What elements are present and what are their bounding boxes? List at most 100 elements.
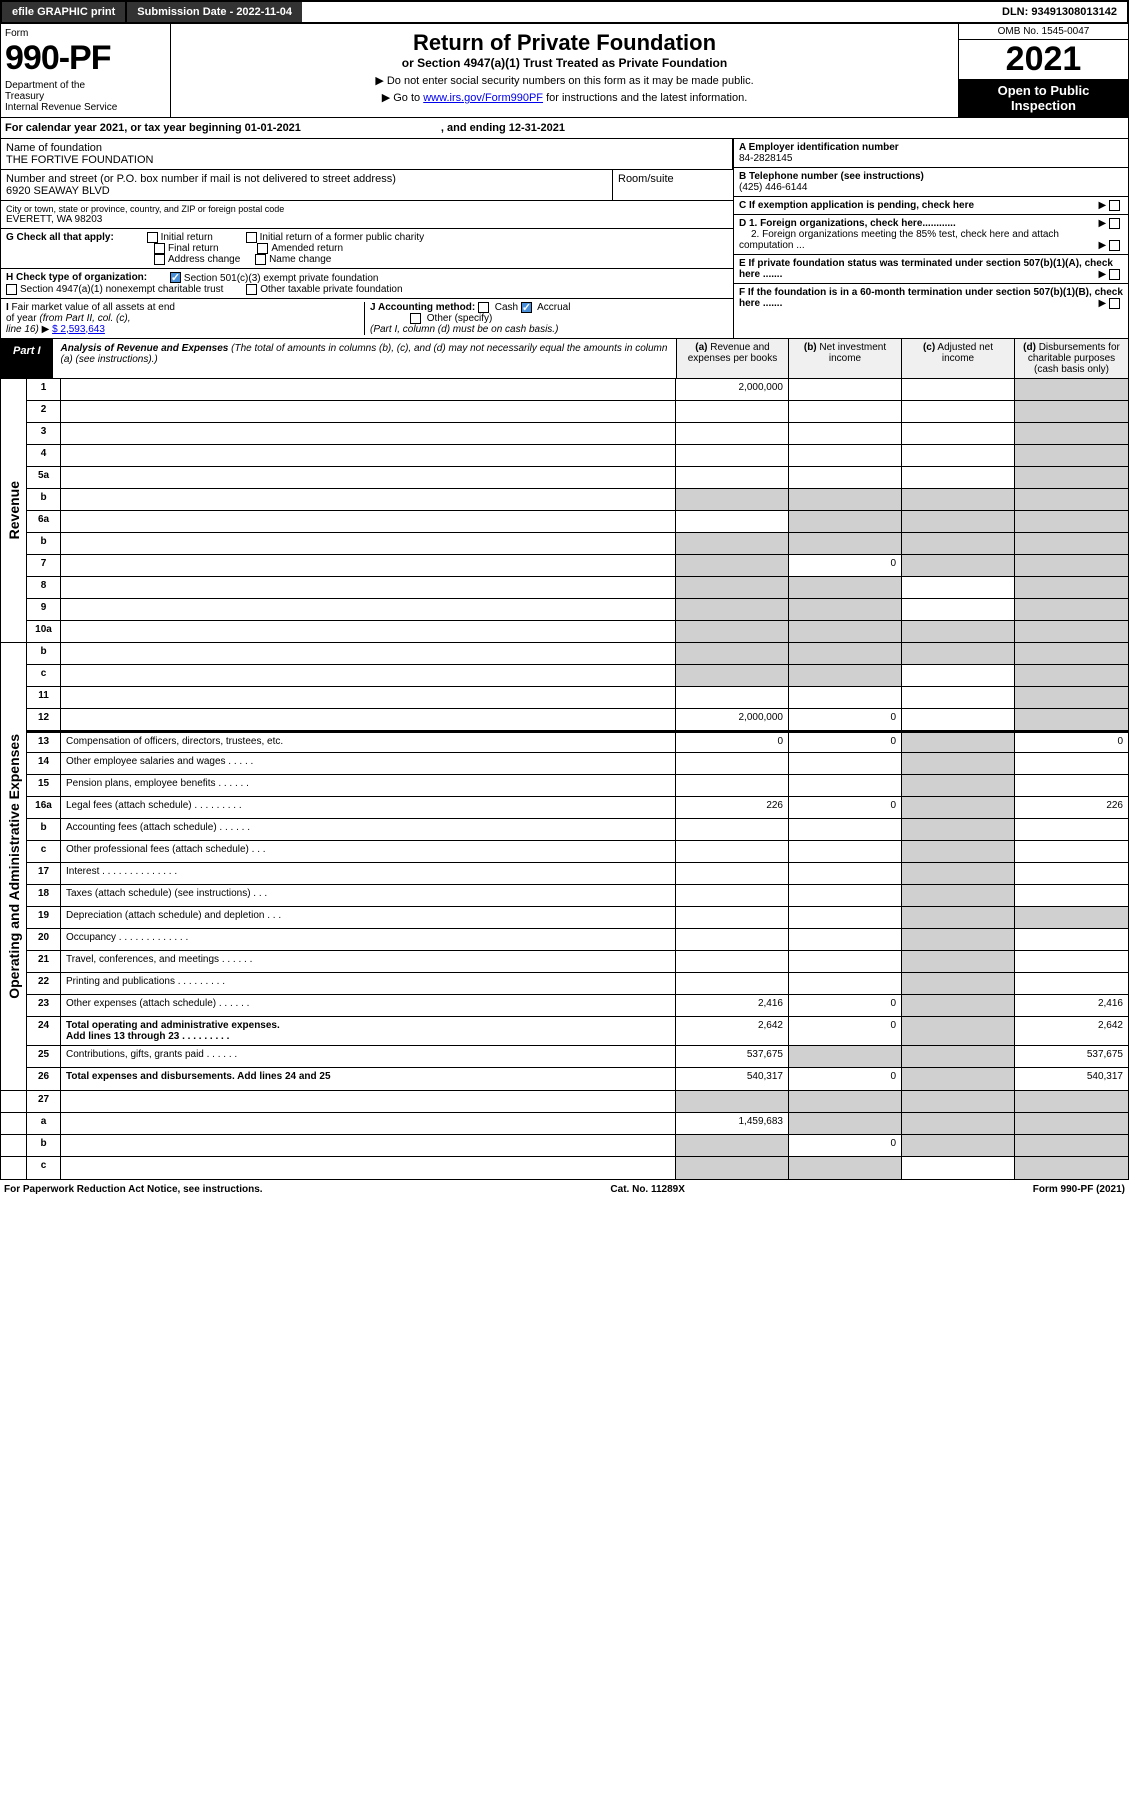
checkbox-other-taxable[interactable] (246, 284, 257, 295)
checkbox-c[interactable] (1109, 200, 1120, 211)
cell-c (902, 907, 1015, 928)
form-note1: ▶ Do not enter social security numbers o… (177, 74, 952, 87)
table-row: 18Taxes (attach schedule) (see instructi… (27, 885, 1128, 907)
cell-a (676, 1091, 789, 1112)
expenses-label: Operating and Administrative Expenses (4, 728, 24, 1005)
row-desc (61, 379, 676, 400)
cell-b (789, 1157, 902, 1179)
cell-c (902, 733, 1015, 752)
checkbox-other-method[interactable] (410, 313, 421, 324)
table-row: 6a (27, 511, 1128, 533)
table-row: 23Other expenses (attach schedule) . . .… (27, 995, 1128, 1017)
row-num: 3 (27, 423, 61, 444)
row-desc (61, 489, 676, 510)
row-desc (61, 423, 676, 444)
cell-a (676, 885, 789, 906)
row-num: a (27, 1113, 61, 1134)
checkbox-initial-return[interactable] (147, 232, 158, 243)
cell-a: 2,000,000 (676, 379, 789, 400)
c-label: C If exemption application is pending, c… (739, 200, 974, 211)
cell-b (789, 929, 902, 950)
checkbox-final-return[interactable] (154, 243, 165, 254)
table-row: 26Total expenses and disbursements. Add … (27, 1068, 1128, 1090)
checkbox-cash[interactable] (478, 302, 489, 313)
cell-a (676, 511, 789, 532)
j-note: (Part I, column (d) must be on cash basi… (370, 324, 558, 335)
row-desc: Other expenses (attach schedule) . . . .… (61, 995, 676, 1016)
cell-a (676, 643, 789, 664)
checkbox-amended[interactable] (257, 243, 268, 254)
cell-a (676, 489, 789, 510)
cell-c (902, 1046, 1015, 1067)
cell-d (1015, 951, 1128, 972)
checkbox-f[interactable] (1109, 298, 1120, 309)
efile-print-btn[interactable]: efile GRAPHIC print (2, 2, 127, 22)
cell-b: 0 (789, 995, 902, 1016)
row-desc (61, 577, 676, 598)
checkbox-address-change[interactable] (154, 254, 165, 265)
row-num: 12 (27, 709, 61, 730)
row-num: 16a (27, 797, 61, 818)
cal-year-end: , and ending 12-31-2021 (441, 122, 565, 134)
cell-a (676, 753, 789, 774)
table-row: 4 (27, 445, 1128, 467)
form-subtitle: or Section 4947(a)(1) Trust Treated as P… (177, 56, 952, 70)
table-row: c (27, 665, 1128, 687)
cell-d (1015, 775, 1128, 796)
form-header: Form 990-PF Department of theTreasuryInt… (0, 24, 1129, 118)
row-desc (61, 1135, 676, 1156)
checkbox-501c3[interactable] (170, 272, 181, 283)
row-desc (61, 533, 676, 554)
foundation-addr: 6920 SEAWAY BLVD (6, 185, 607, 197)
checkbox-d1[interactable] (1109, 218, 1120, 229)
checkbox-4947[interactable] (6, 284, 17, 295)
row-desc: Travel, conferences, and meetings . . . … (61, 951, 676, 972)
submission-date: Submission Date - 2022-11-04 (127, 2, 302, 22)
cell-a: 540,317 (676, 1068, 789, 1090)
table-row: 20Occupancy . . . . . . . . . . . . . (27, 929, 1128, 951)
table-row: a 1,459,683 (1, 1113, 1128, 1135)
cell-c (902, 401, 1015, 422)
footer: For Paperwork Reduction Act Notice, see … (0, 1180, 1129, 1199)
table-row: 8 (27, 577, 1128, 599)
cell-d: 226 (1015, 797, 1128, 818)
cell-a: 2,642 (676, 1017, 789, 1045)
cell-a: 1,459,683 (676, 1113, 789, 1134)
cell-b (789, 687, 902, 708)
row-desc (61, 511, 676, 532)
cell-a (676, 1157, 789, 1179)
checkbox-d2[interactable] (1109, 240, 1120, 251)
row-num: 22 (27, 973, 61, 994)
table-row: 12,000,000 (27, 379, 1128, 401)
cell-a (676, 951, 789, 972)
checkbox-name-change[interactable] (255, 254, 266, 265)
checkbox-accrual[interactable] (521, 302, 532, 313)
cell-d (1015, 467, 1128, 488)
cell-c (902, 951, 1015, 972)
cell-c (902, 819, 1015, 840)
cell-b (789, 445, 902, 466)
form-label: Form (5, 28, 166, 39)
f-label: F If the foundation is in a 60-month ter… (739, 287, 1123, 309)
row-desc: Depreciation (attach schedule) and deple… (61, 907, 676, 928)
cell-d: 537,675 (1015, 1046, 1128, 1067)
cell-d (1015, 511, 1128, 532)
table-row: 122,000,0000 (27, 709, 1128, 731)
cell-a (676, 445, 789, 466)
table-row: 27 (1, 1091, 1128, 1113)
table-row: 3 (27, 423, 1128, 445)
table-row: 70 (27, 555, 1128, 577)
row-desc (61, 1091, 676, 1112)
cell-a (676, 621, 789, 642)
checkbox-initial-former[interactable] (246, 232, 257, 243)
checkbox-e[interactable] (1109, 269, 1120, 280)
cell-b (789, 665, 902, 686)
cell-b (789, 775, 902, 796)
cell-d (1015, 379, 1128, 400)
fmv-link[interactable]: $ 2,593,643 (52, 324, 105, 335)
cell-c (902, 1068, 1015, 1090)
cell-b (789, 577, 902, 598)
form-link[interactable]: www.irs.gov/Form990PF (423, 92, 543, 104)
cell-c (902, 489, 1015, 510)
cell-a (676, 863, 789, 884)
